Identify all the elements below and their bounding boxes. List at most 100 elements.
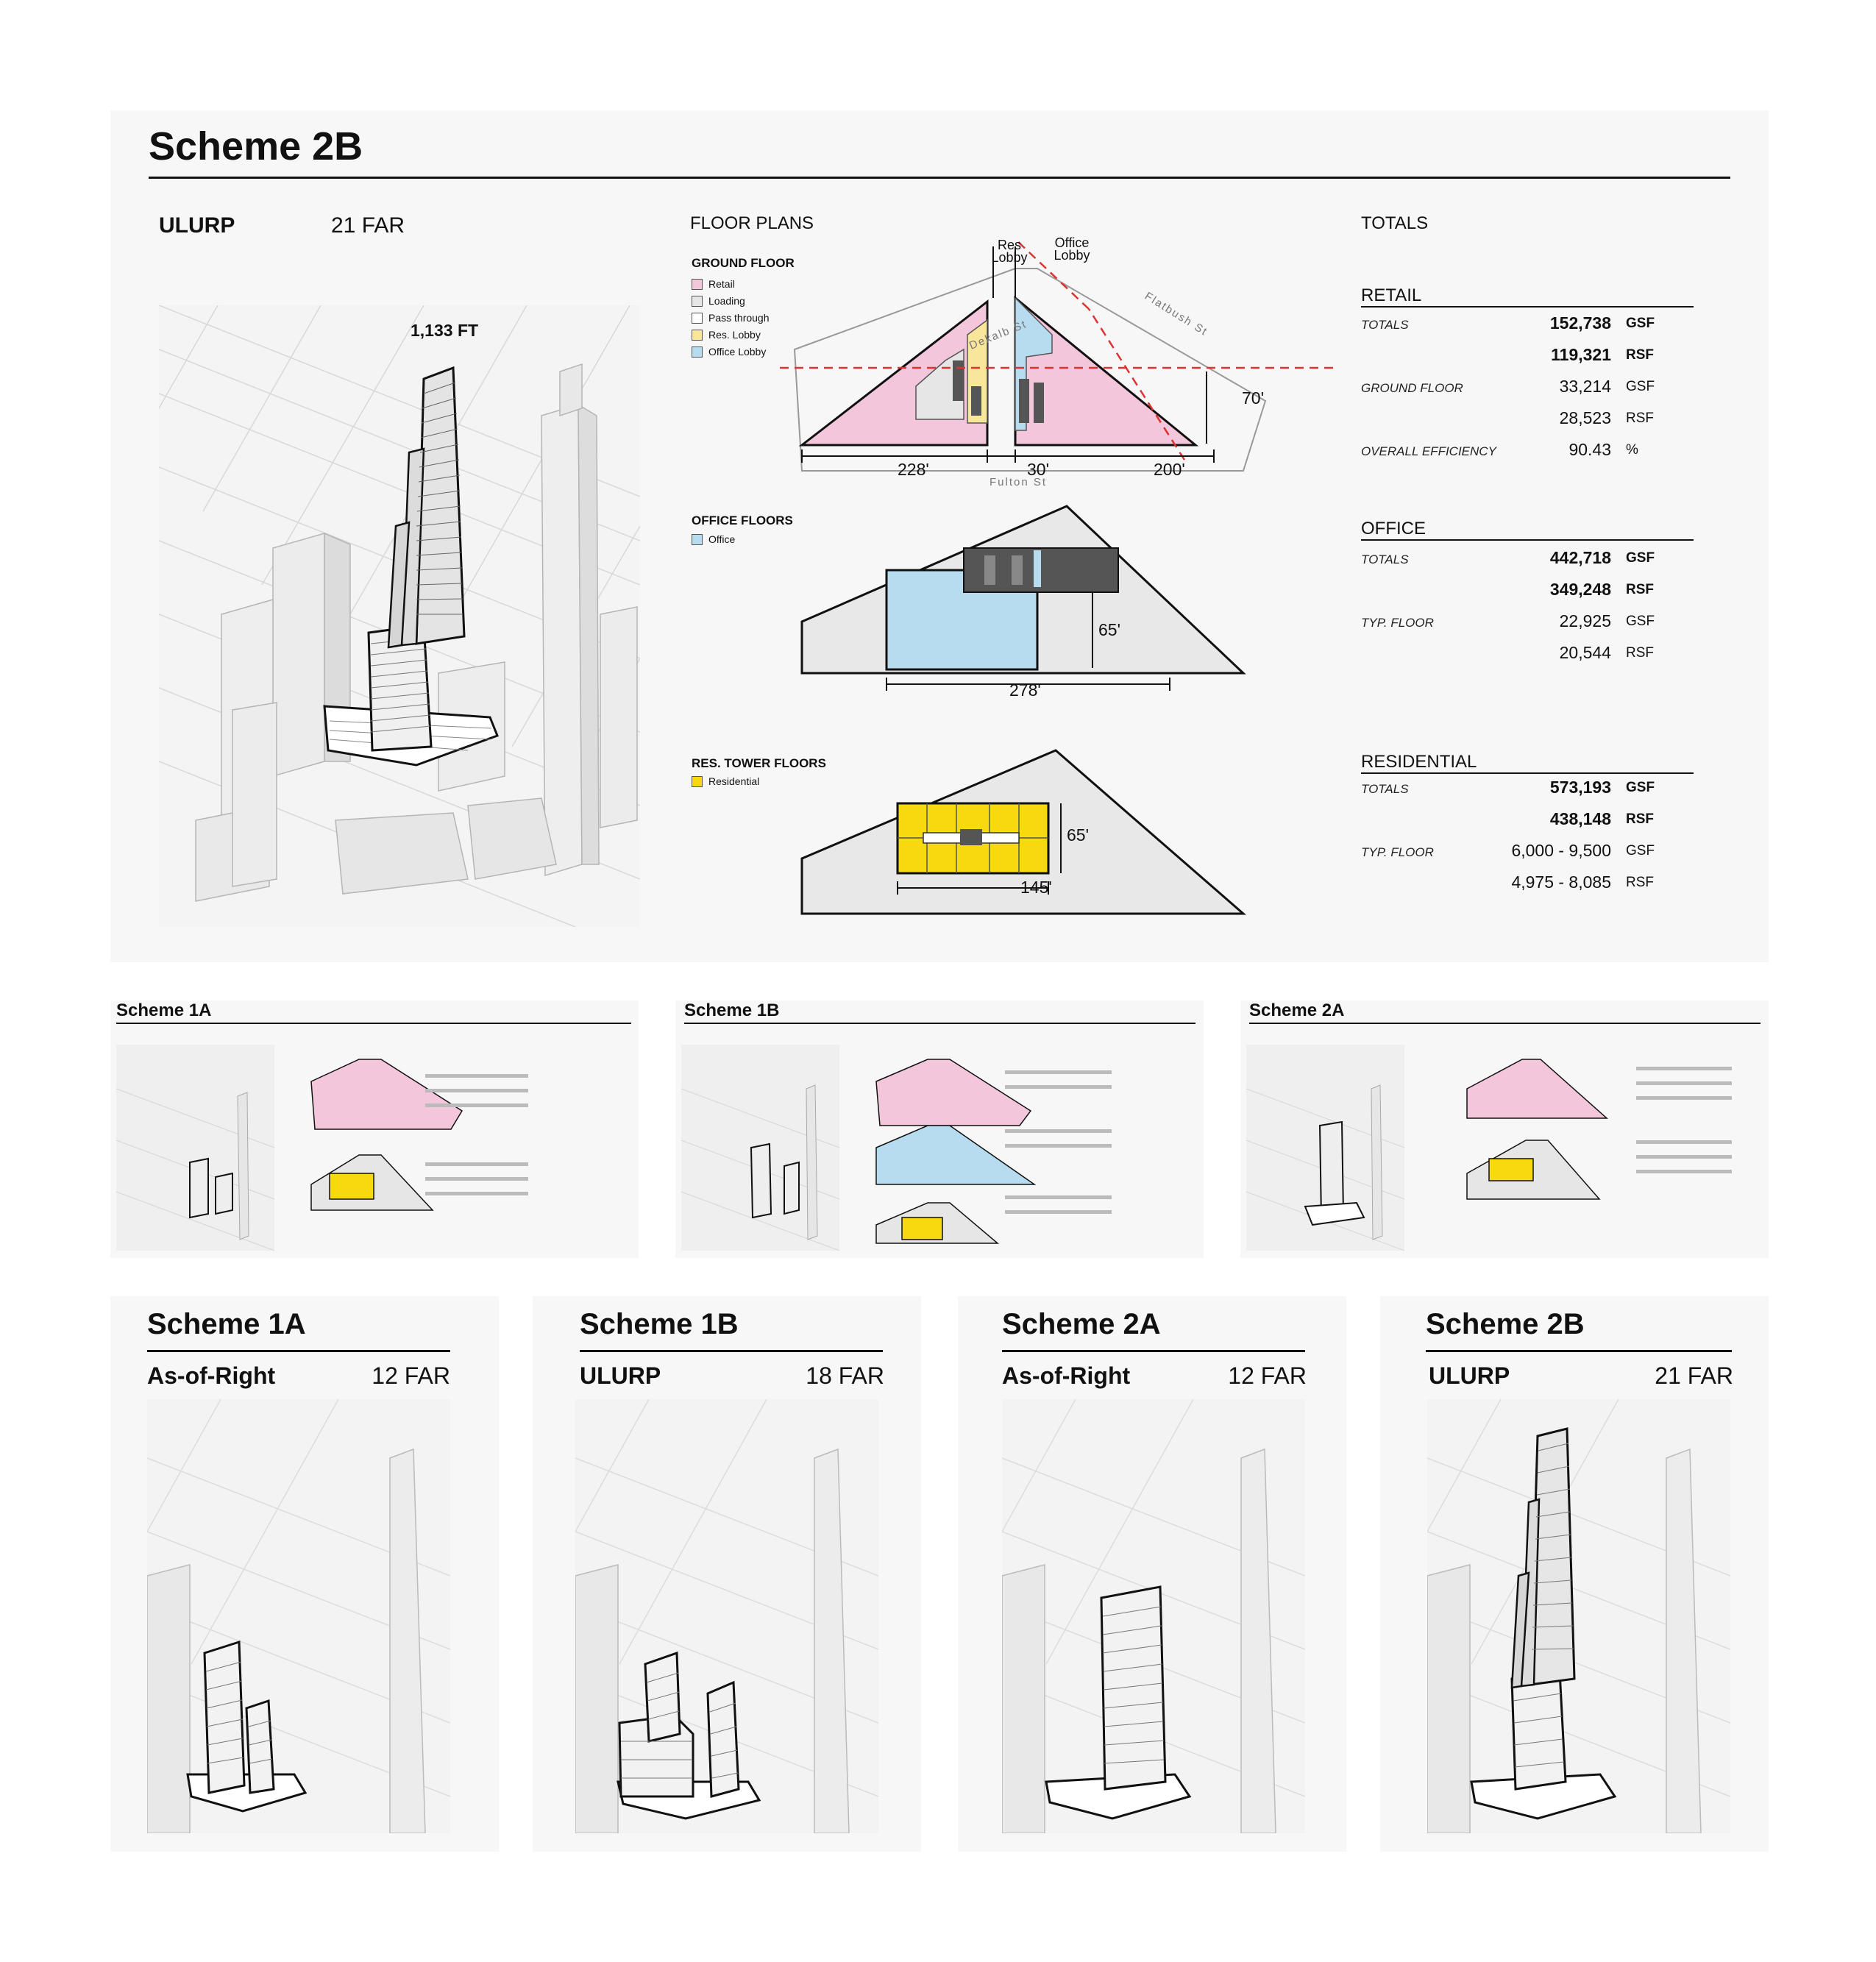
legend-office-lobby: Office Lobby	[692, 346, 766, 358]
res-dim-65: 65'	[1067, 825, 1089, 845]
row-unit: RSF	[1626, 410, 1654, 426]
card-rule	[1002, 1350, 1305, 1352]
row-unit: RSF	[1626, 582, 1654, 597]
row-unit: %	[1626, 442, 1638, 458]
card-approval: As-of-Right	[147, 1362, 276, 1389]
card-rule	[580, 1350, 883, 1352]
dim-70: 70'	[1242, 388, 1264, 408]
ground-floor-heading: GROUND FLOOR	[692, 256, 795, 270]
card-title: Scheme 1A	[147, 1308, 306, 1340]
retail-totals-rsf: 119,321 RSF	[1361, 345, 1699, 374]
thumbnail-title: Scheme 2A	[1249, 1000, 1345, 1020]
legend-label: Pass through	[708, 312, 770, 324]
office-lobby-swatch	[692, 346, 703, 358]
card-far: 12 FAR	[372, 1362, 450, 1389]
legend-loading: Loading	[692, 295, 745, 307]
legend-label: Office	[708, 533, 736, 545]
row-value: 349,248	[1549, 580, 1611, 599]
card-title: Scheme 1B	[580, 1308, 739, 1340]
massing-illustration	[159, 305, 640, 927]
card-scheme-2b[interactable]: Scheme 2B ULURP 21 FAR	[1380, 1296, 1769, 1852]
pass-through-swatch	[692, 312, 703, 324]
row-value: 90.43	[1568, 440, 1611, 459]
res-floor-plan	[800, 749, 1247, 915]
row-unit: RSF	[1626, 347, 1654, 363]
retail-ground-rsf: 28,523 RSF	[1361, 408, 1699, 438]
tower-height-label: 1,133 FT	[411, 321, 479, 340]
card-far: 18 FAR	[806, 1362, 884, 1389]
card-rule	[147, 1350, 450, 1352]
card-massing	[1002, 1399, 1305, 1833]
page-title: Scheme 2B	[149, 124, 363, 168]
retail-heading: RETAIL	[1361, 285, 1422, 305]
card-far: 12 FAR	[1228, 1362, 1307, 1389]
legend-label: Office Lobby	[708, 346, 767, 358]
legend-label: Res. Lobby	[708, 329, 761, 341]
thumbnail-preview	[1246, 1045, 1732, 1251]
legend-pass-through: Pass through	[692, 312, 770, 324]
thumbnail-rule	[684, 1023, 1195, 1024]
card-scheme-2a[interactable]: Scheme 2A As-of-Right 12 FAR	[958, 1296, 1346, 1852]
row-unit: GSF	[1626, 316, 1655, 331]
office-floor-plan	[800, 505, 1246, 691]
office-swatch	[692, 533, 703, 545]
retail-ground-gsf: GROUND FLOOR 33,214 GSF	[1361, 377, 1699, 406]
floor-plans-heading: FLOOR PLANS	[690, 213, 814, 233]
retail-efficiency: OVERALL EFFICIENCY 90.43%	[1361, 440, 1699, 469]
row-unit: GSF	[1626, 843, 1655, 859]
row-value: 20,544	[1559, 643, 1611, 662]
legend-label: Loading	[708, 295, 745, 307]
row-key: OVERALL EFFICIENCY	[1361, 444, 1496, 458]
office-dim-278: 278'	[1009, 680, 1041, 700]
office-dim-65: 65'	[1098, 620, 1120, 639]
row-value: 573,193	[1549, 778, 1611, 797]
row-unit: GSF	[1626, 614, 1655, 629]
res-dim-145: 145'	[1020, 878, 1052, 897]
dim-200: 200'	[1154, 460, 1185, 479]
row-key: TOTALS	[1361, 552, 1409, 566]
row-unit: RSF	[1626, 645, 1654, 661]
residential-heading: RESIDENTIAL	[1361, 752, 1477, 772]
residential-rule	[1361, 772, 1694, 774]
approval-label: ULURP	[159, 213, 235, 238]
residential-swatch	[692, 775, 703, 787]
flatbush-street-label: Flatbush St	[1143, 290, 1210, 338]
row-key: TYP. FLOOR	[1361, 845, 1434, 859]
thumbnail-scheme-1a[interactable]: Scheme 1A	[110, 1000, 639, 1258]
row-key: TOTALS	[1361, 318, 1409, 332]
retail-rule	[1361, 306, 1694, 308]
row-value: 28,523	[1559, 408, 1611, 427]
row-unit: RSF	[1626, 811, 1654, 827]
row-value: 119,321	[1551, 345, 1611, 364]
card-approval: ULURP	[580, 1362, 661, 1389]
card-massing	[147, 1399, 450, 1833]
thumbnail-preview	[681, 1045, 1112, 1251]
legend-retail: Retail	[692, 278, 735, 290]
thumbnail-preview	[116, 1045, 528, 1251]
card-title: Scheme 2B	[1426, 1308, 1585, 1340]
row-value: 22,925	[1559, 611, 1611, 630]
row-value: 6,000 - 9,500	[1511, 841, 1611, 860]
card-scheme-1b[interactable]: Scheme 1B ULURP 18 FAR	[533, 1296, 921, 1852]
row-unit: GSF	[1626, 780, 1655, 795]
row-value: 4,975 - 8,085	[1511, 872, 1611, 892]
thumbnail-scheme-2a[interactable]: Scheme 2A	[1240, 1000, 1769, 1258]
res-lobby-swatch	[692, 329, 703, 341]
res-totals-rsf: 438,148 RSF	[1361, 809, 1699, 839]
card-far: 21 FAR	[1655, 1362, 1733, 1389]
legend-label: Retail	[708, 278, 735, 290]
res-totals-gsf: TOTALS 573,193 GSF	[1361, 778, 1699, 807]
card-scheme-1a[interactable]: Scheme 1A As-of-Right 12 FAR	[110, 1296, 499, 1852]
dim-228: 228'	[898, 460, 929, 479]
card-title: Scheme 2A	[1002, 1308, 1161, 1340]
office-lobby-callout: Office Lobby	[1054, 235, 1090, 263]
row-key: TOTALS	[1361, 782, 1409, 796]
legend-label: Residential	[708, 775, 760, 787]
office-totals-gsf: TOTALS 442,718 GSF	[1361, 548, 1699, 577]
thumbnail-rule	[1249, 1023, 1760, 1024]
fulton-street-label: Fulton St	[989, 476, 1047, 488]
row-value: 33,214	[1559, 377, 1611, 396]
thumbnail-scheme-1b[interactable]: Scheme 1B	[675, 1000, 1204, 1258]
retail-totals-gsf: TOTALS 152,738 GSF	[1361, 313, 1699, 343]
retail-swatch	[692, 278, 703, 290]
